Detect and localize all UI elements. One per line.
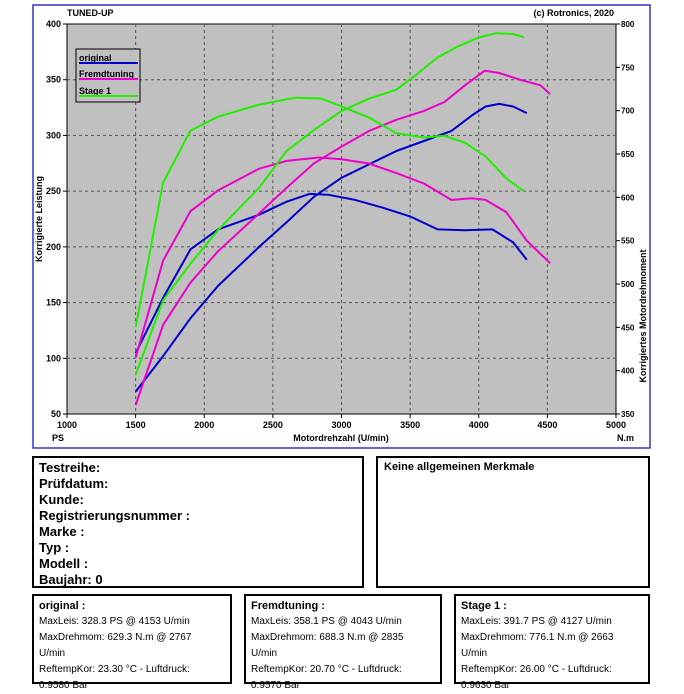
series [134, 32, 551, 406]
y-right-tick-label: 350 [621, 410, 635, 419]
run-maxleis: MaxLeis: 391.7 PS @ 4127 U/min [461, 616, 612, 627]
run-luftdruck: 0.9630 Bar [461, 680, 510, 691]
run-name: Stage 1 : [461, 600, 507, 612]
run-maxdreh-unit: U/min [39, 648, 66, 659]
info-testreihe: Testreihe: [39, 460, 101, 475]
torque-line-fremdtuning [134, 156, 551, 358]
y-right-tick-label: 500 [621, 280, 635, 289]
x-tick-label: 3500 [400, 420, 420, 430]
y-left-tick-label: 200 [46, 242, 61, 252]
x-tick-label: 3000 [331, 420, 351, 430]
axes: 1000 1500 2000 2500 3000 3500 4000 4500 5000 50 10… [46, 19, 635, 430]
x-axis-label: Motordrehzahl (U/min) [293, 433, 389, 443]
y-right-tick-label: 450 [621, 323, 635, 332]
run-maxdreh-unit: U/min [461, 648, 488, 659]
run-luftdruck: 0.9580 Bar [39, 680, 88, 691]
y-right-tick-label: 400 [621, 367, 635, 376]
x-tick-label: 1500 [126, 420, 146, 430]
run-maxdreh: MaxDrehmom: 688.3 N.m @ 2835 [251, 632, 404, 643]
y-right-tick-label: 750 [621, 63, 635, 72]
y-left-tick-label: 50 [51, 409, 61, 419]
y-right-tick-label: 600 [621, 193, 635, 202]
y-right-tick-label: 700 [621, 107, 635, 116]
y-left-tick-label: 100 [46, 353, 61, 363]
y-left-tick-label: 300 [46, 130, 61, 140]
info-registrierung: Registrierungsnummer : [39, 508, 190, 523]
legend-entry-original: original [79, 53, 112, 63]
features-title: Keine allgemeinen Merkmale [384, 461, 535, 473]
run-maxleis: MaxLeis: 358.1 PS @ 4043 U/min [251, 616, 402, 627]
y-left-tick-label: 350 [46, 75, 61, 85]
info-pruefdatum: Prüfdatum: [39, 476, 109, 491]
x-unit-right: N.m [617, 433, 634, 443]
run-name: Fremdtuning : [251, 600, 325, 612]
y-right-tick-label: 650 [621, 150, 635, 159]
x-tick-label: 2000 [194, 420, 214, 430]
run-maxdreh: MaxDrehmom: 776.1 N.m @ 2663 [461, 632, 614, 643]
run-maxdreh-unit: U/min [251, 648, 278, 659]
features-panel: Keine allgemeinen Merkmale [376, 456, 650, 588]
y-left-tick-label: 400 [46, 19, 61, 29]
run-maxleis: MaxLeis: 328.3 PS @ 4153 U/min [39, 616, 190, 627]
run-reftemp: ReftempKor: 20.70 °C - Luftdruck: [251, 664, 402, 675]
y-right-tick-label: 800 [621, 20, 635, 29]
torque-line-stage-1 [134, 96, 525, 328]
run-reftemp: ReftempKor: 26.00 °C - Luftdruck: [461, 664, 612, 675]
info-modell: Modell : [39, 556, 89, 571]
legend: original Fremdtuning Stage 1 [75, 48, 141, 103]
info-kunde: Kunde: [39, 492, 84, 507]
run-summary-stage1: Stage 1 : MaxLeis: 391.7 PS @ 4127 U/min… [454, 594, 650, 691]
y-axis-label-right: Korrigiertes Motordrehmoment [638, 249, 648, 382]
run-name: original : [39, 600, 86, 612]
run-summary-fremdtuning: Fremdtuning : MaxLeis: 358.1 PS @ 4043 U… [244, 594, 442, 691]
x-tick-label: 1000 [57, 420, 77, 430]
run-summary-original: original : MaxLeis: 328.3 PS @ 4153 U/mi… [32, 594, 232, 691]
x-tick-label: 5000 [606, 420, 626, 430]
dyno-chart: 1000 1500 2000 2500 3000 3500 4000 4500 5000 50 10… [32, 4, 651, 449]
y-left-tick-label: 150 [46, 298, 61, 308]
chart-title-right: (c) Rotronics, 2020 [533, 8, 614, 18]
y-left-tick-label: 250 [46, 186, 61, 196]
info-baujahr: Baujahr: 0 [39, 572, 103, 587]
run-reftemp: ReftempKor: 23.30 °C - Luftdruck: [39, 664, 190, 675]
legend-entry-fremdtuning: Fremdtuning [79, 69, 134, 79]
run-luftdruck: 0.9570 Bar [251, 680, 300, 691]
x-tick-label: 4500 [537, 420, 557, 430]
run-maxdreh: MaxDrehmom: 629.3 N.m @ 2767 [39, 632, 192, 643]
x-tick-label: 4000 [469, 420, 489, 430]
legend-entry-stage1: Stage 1 [79, 86, 111, 96]
chart-title-left: TUNED-UP [67, 8, 114, 18]
torque-line-original [134, 192, 528, 354]
legend-box [75, 48, 141, 103]
x-unit-left: PS [52, 433, 64, 443]
info-typ: Typ : [39, 540, 70, 555]
power-line-stage-1 [134, 32, 525, 376]
grid [67, 24, 616, 414]
y-right-tick-label: 550 [621, 237, 635, 246]
info-marke: Marke : [39, 524, 85, 539]
vehicle-info-panel: Testreihe: Prüfdatum: Kunde: Registrieru… [32, 456, 364, 588]
y-axis-label-left: Korrigierte Leistung [34, 176, 44, 262]
x-tick-label: 2500 [263, 420, 283, 430]
